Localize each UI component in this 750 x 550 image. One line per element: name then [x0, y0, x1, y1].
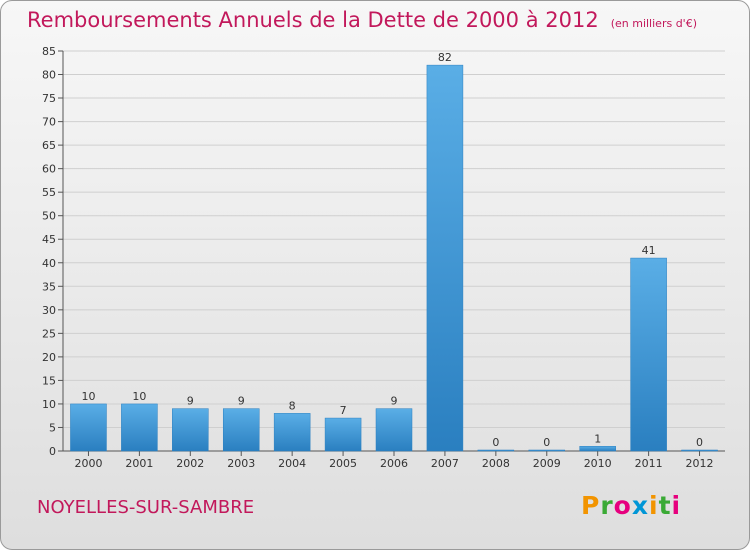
data-label: 0 — [543, 436, 550, 449]
bar — [324, 417, 362, 452]
x-tick-label: 2001 — [125, 457, 153, 470]
data-label: 8 — [289, 399, 296, 412]
bar — [121, 403, 158, 452]
bars — [70, 64, 718, 452]
data-label: 82 — [438, 51, 452, 64]
data-label: 9 — [187, 395, 194, 408]
y-tick-label: 5 — [49, 421, 56, 434]
x-tick-label: 2004 — [278, 457, 306, 470]
y-tick-label: 25 — [42, 327, 56, 340]
logo-letter: i — [649, 491, 659, 520]
bar — [426, 64, 464, 452]
y-tick-label: 60 — [42, 163, 56, 176]
chart-title: Remboursements Annuels de la Dette de 20… — [27, 8, 697, 32]
data-label: 10 — [81, 390, 95, 403]
data-label: 1 — [594, 432, 601, 445]
y-tick-label: 80 — [42, 69, 56, 82]
y-tick-label: 65 — [42, 139, 56, 152]
x-tick-label: 2009 — [533, 457, 561, 470]
x-tick-label: 2012 — [686, 457, 714, 470]
y-tick-label: 0 — [49, 445, 56, 458]
chart-unit-label: (en milliers d'€) — [610, 17, 697, 30]
x-tick-label: 2006 — [380, 457, 408, 470]
bar — [477, 449, 515, 452]
logo-letter: o — [613, 491, 632, 520]
bar — [172, 408, 209, 452]
logo-letter: i — [671, 491, 682, 520]
commune-name: NOYELLES-SUR-SAMBRE — [37, 497, 255, 518]
data-label: 10 — [132, 390, 146, 403]
data-label: 7 — [340, 404, 347, 417]
x-tick-label: 2003 — [227, 457, 255, 470]
bar — [222, 408, 260, 452]
data-label: 41 — [642, 244, 656, 257]
y-tick-label: 30 — [42, 304, 56, 317]
y-tick-label: 85 — [42, 45, 56, 58]
logo-letter: x — [631, 491, 649, 520]
y-tick-label: 15 — [42, 374, 56, 387]
logo-letter: r — [600, 491, 614, 520]
labels: 0510152025303540455055606570758085200010… — [42, 45, 714, 470]
y-tick-label: 35 — [42, 280, 56, 293]
x-tick-label: 2007 — [431, 457, 459, 470]
x-tick-label: 2000 — [74, 457, 102, 470]
y-tick-label: 20 — [42, 351, 56, 364]
x-tick-label: 2011 — [635, 457, 663, 470]
x-tick-label: 2005 — [329, 457, 357, 470]
y-tick-label: 50 — [42, 210, 56, 223]
data-label: 9 — [391, 395, 398, 408]
y-tick-label: 55 — [42, 186, 56, 199]
logo-letter: P — [581, 491, 601, 520]
chart-title-text: Remboursements Annuels de la Dette de 20… — [27, 8, 599, 32]
data-label: 0 — [696, 436, 703, 449]
bar — [528, 449, 566, 452]
x-tick-label: 2002 — [176, 457, 204, 470]
bar — [579, 446, 616, 452]
bar — [375, 408, 413, 452]
bar — [70, 403, 107, 452]
x-tick-label: 2008 — [482, 457, 510, 470]
proxiti-logo: Proxiti — [581, 491, 681, 520]
bar — [681, 449, 718, 452]
bar — [273, 413, 311, 452]
bar — [630, 257, 667, 452]
x-tick-label: 2010 — [584, 457, 612, 470]
y-tick-label: 70 — [42, 116, 56, 129]
grid-lines — [63, 50, 725, 452]
y-tick-label: 40 — [42, 257, 56, 270]
y-tick-label: 10 — [42, 398, 56, 411]
data-label: 9 — [238, 395, 245, 408]
y-tick-label: 45 — [42, 233, 56, 246]
data-label: 0 — [492, 436, 499, 449]
y-tick-label: 75 — [42, 92, 56, 105]
logo-letter: t — [658, 491, 672, 520]
